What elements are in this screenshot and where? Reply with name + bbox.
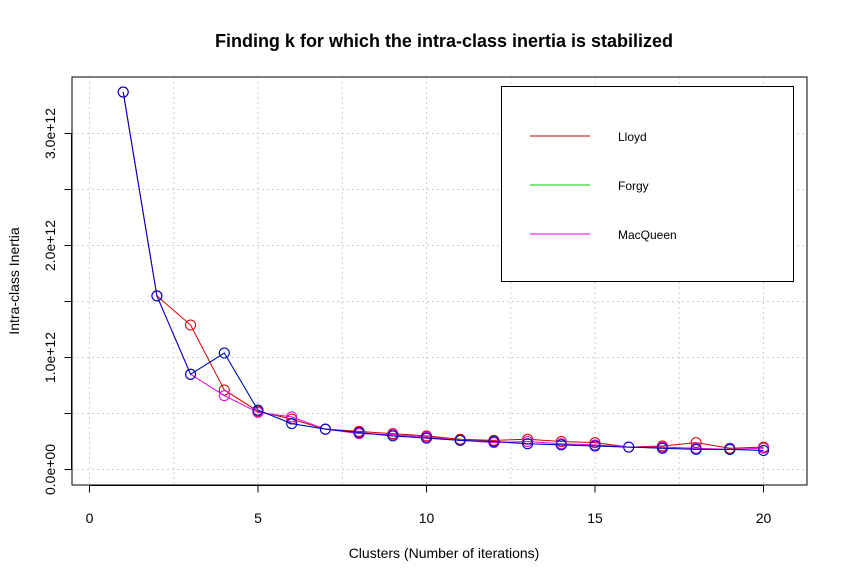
- data-point-lloyd: [185, 319, 197, 331]
- data-point-series-3: [387, 430, 399, 442]
- data-point-series-3: [724, 443, 736, 455]
- data-point-series-3: [319, 423, 331, 435]
- x-tick-label: 10: [419, 510, 435, 526]
- data-point-series-3: [218, 347, 230, 359]
- data-point-macqueen: [218, 390, 230, 402]
- x-tick-label: 0: [86, 510, 94, 526]
- legend-label: Lloyd: [618, 130, 647, 144]
- series-line-lloyd: [122, 91, 764, 449]
- x-axis-label: Clusters (Number of iterations): [349, 545, 540, 561]
- series-line-series-3: [122, 91, 764, 451]
- data-point-lloyd: [218, 384, 230, 396]
- data-point-series-3: [690, 443, 702, 455]
- x-tick-label: 5: [254, 510, 262, 526]
- data-point-series-3: [353, 427, 365, 439]
- data-point-series-3: [286, 418, 298, 430]
- y-tick-label: 0.0e+00: [42, 444, 58, 495]
- data-point-series-3: [589, 440, 601, 452]
- legend: Lloyd Forgy MacQueen: [501, 86, 794, 282]
- data-point-series-3: [488, 436, 500, 447]
- series-lines: [117, 86, 769, 456]
- data-point-series-3: [185, 368, 197, 380]
- data-point-series-3: [117, 86, 129, 98]
- axes: 0 5 10 15 20 0.0e+00 1.0e+12 2.0e+12 3.0e+12: [42, 108, 771, 526]
- data-point-series-3: [151, 290, 163, 302]
- data-point-series-3: [454, 434, 466, 446]
- data-point-series-3: [656, 442, 668, 454]
- legend-box: [501, 86, 794, 282]
- data-point-series-3: [758, 444, 769, 456]
- series-series-3: [117, 86, 769, 456]
- data-point-macqueen: [286, 411, 298, 423]
- legend-label: Forgy: [618, 179, 649, 193]
- data-point-series-3: [252, 404, 264, 416]
- y-axis-label: Intra-class Inertia: [6, 227, 22, 335]
- series-line-macqueen: [122, 91, 764, 450]
- data-point-lloyd: [690, 437, 702, 449]
- y-tick-label: 2.0e+12: [42, 220, 58, 271]
- x-tick-label: 20: [756, 510, 772, 526]
- x-tick-label: 15: [587, 510, 603, 526]
- y-tick-label: 1.0e+12: [42, 332, 58, 383]
- data-point-series-3: [522, 438, 534, 450]
- chart-title: Finding k for which the intra-class iner…: [215, 31, 673, 51]
- data-point-series-3: [623, 441, 635, 453]
- data-point-series-3: [555, 439, 567, 451]
- data-point-series-3: [421, 432, 432, 444]
- legend-label: MacQueen: [618, 228, 677, 242]
- y-tick-label: 3.0e+12: [42, 108, 58, 159]
